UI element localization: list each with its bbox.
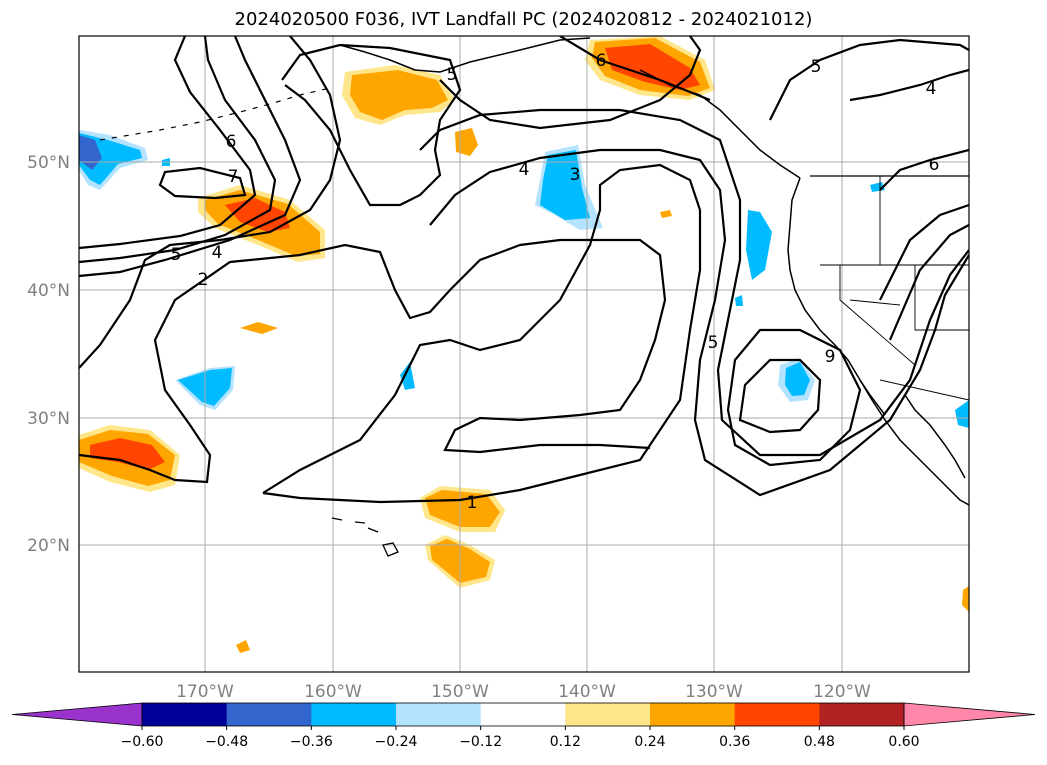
aleutian-islands <box>99 87 331 141</box>
plot-frame <box>78 35 970 673</box>
longitude-labels: 170°W 160°W 150°W 140°W 130°W 120°W <box>176 682 871 702</box>
latitude-label: 20°N <box>27 536 70 556</box>
contour-line <box>429 148 969 497</box>
negative-anomaly-region <box>79 135 102 170</box>
alaska-coastline <box>339 37 591 73</box>
contour-line <box>419 108 969 457</box>
contour-label: 3 <box>570 165 581 185</box>
contour-line <box>879 148 969 191</box>
contour-label: 7 <box>228 167 239 187</box>
positive-anomaly-region <box>962 586 969 612</box>
colorbar-swatch <box>226 703 312 726</box>
colorbar-swatch <box>650 703 736 726</box>
negative-anomaly-region <box>955 400 969 428</box>
colorbar-tick-label: −0.24 <box>375 734 418 750</box>
colorbar-frame <box>141 702 905 727</box>
longitude-label: 150°W <box>431 682 489 702</box>
colorbar-swatch <box>396 703 482 726</box>
longitude-label: 140°W <box>558 682 616 702</box>
contour-label: 5 <box>811 57 822 77</box>
contour-labels: 6 7 5 4 2 5 6 4 3 5 4 6 5 9 1 <box>171 51 940 513</box>
plot-area <box>79 36 969 672</box>
colorbar-swatch <box>734 703 820 726</box>
colorbar: −0.60 −0.48 −0.36 −0.24 −0.12 0.12 0.24 0.36 0.4… <box>11 702 1036 750</box>
negative-anomaly-region <box>400 362 415 390</box>
hawaii-islands <box>331 517 399 557</box>
colorbar-tick-label: 0.48 <box>804 734 835 750</box>
contour-line <box>79 238 667 484</box>
negative-anomaly-region <box>746 210 772 280</box>
longitude-label: 130°W <box>685 682 743 702</box>
contour-line <box>769 38 969 121</box>
colorbar-swatch <box>565 703 651 726</box>
positive-anomaly-region <box>350 70 448 120</box>
baja-coastline <box>859 379 969 506</box>
colorbar-extend-high <box>903 702 1036 727</box>
positive-anomaly-region <box>660 210 672 218</box>
contour-line <box>879 203 969 301</box>
contour-line <box>738 358 822 434</box>
coastlines <box>99 37 969 557</box>
longitude-label: 120°W <box>813 682 871 702</box>
contour-line <box>79 36 302 278</box>
contour-label: 5 <box>171 245 182 265</box>
contour-label: 5 <box>708 333 719 353</box>
positive-anomaly-region <box>236 640 250 653</box>
contour-label: 5 <box>447 65 458 85</box>
colorbar-swatch <box>480 703 566 726</box>
colorbar-tick-label: −0.36 <box>290 734 333 750</box>
state-borders <box>820 176 969 401</box>
contour-line <box>849 68 969 102</box>
longitude-label: 170°W <box>176 682 234 702</box>
colorbar-tick-label: 0.36 <box>719 734 750 750</box>
contour-line <box>559 36 711 102</box>
contour-label: 2 <box>198 270 209 290</box>
positive-anomaly-region <box>605 44 700 90</box>
colorbar-tick-label: 0.12 <box>550 734 581 750</box>
contour-line <box>262 163 702 504</box>
positive-anomaly-region <box>90 438 165 470</box>
contour-label: 6 <box>596 51 607 71</box>
contour-label: 9 <box>825 347 836 367</box>
colorbar-tick-label: −0.12 <box>459 734 502 750</box>
contour-label: 1 <box>467 493 478 513</box>
contour-label: 4 <box>926 79 937 99</box>
contour-label: 4 <box>212 243 223 263</box>
contour-label: 4 <box>519 160 530 180</box>
contour-line <box>79 36 342 369</box>
negative-anomaly-region <box>785 362 810 396</box>
colorbar-swatch <box>819 703 905 726</box>
latitude-labels: 50°N 40°N 30°N 20°N <box>27 153 70 556</box>
contours <box>79 36 969 504</box>
contour-line <box>888 224 969 341</box>
contour-line <box>79 36 277 264</box>
colorbar-extend-low <box>11 702 143 727</box>
positive-anomaly-region <box>425 490 500 527</box>
latitude-label: 50°N <box>27 153 70 173</box>
colorbar-tick-label: −0.60 <box>121 734 164 750</box>
colorbar-tick-label: 0.60 <box>888 734 919 750</box>
negative-anomaly-region <box>735 295 743 306</box>
contour-label: 6 <box>929 155 940 175</box>
latitude-label: 30°N <box>27 409 70 429</box>
positive-anomaly-region <box>455 128 478 156</box>
longitude-label: 160°W <box>304 682 362 702</box>
contour-line <box>281 43 462 207</box>
contour-label: 6 <box>226 132 237 152</box>
contour-line <box>158 166 247 200</box>
positive-anomaly-region <box>240 322 278 334</box>
colorbar-tick-label: −0.48 <box>205 734 248 750</box>
colorbar-swatch <box>311 703 397 726</box>
contour-line <box>726 328 862 467</box>
latitude-label: 40°N <box>27 281 70 301</box>
gulf-of-california <box>904 394 966 479</box>
colorbar-swatch <box>142 703 228 726</box>
contour-line <box>79 36 257 250</box>
contour-line <box>439 36 702 130</box>
map-title: 2024020500 F036, IVT Landfall PC (202402… <box>234 9 813 30</box>
colorbar-tick-label: 0.24 <box>634 734 665 750</box>
negative-anomaly-region <box>540 150 590 220</box>
